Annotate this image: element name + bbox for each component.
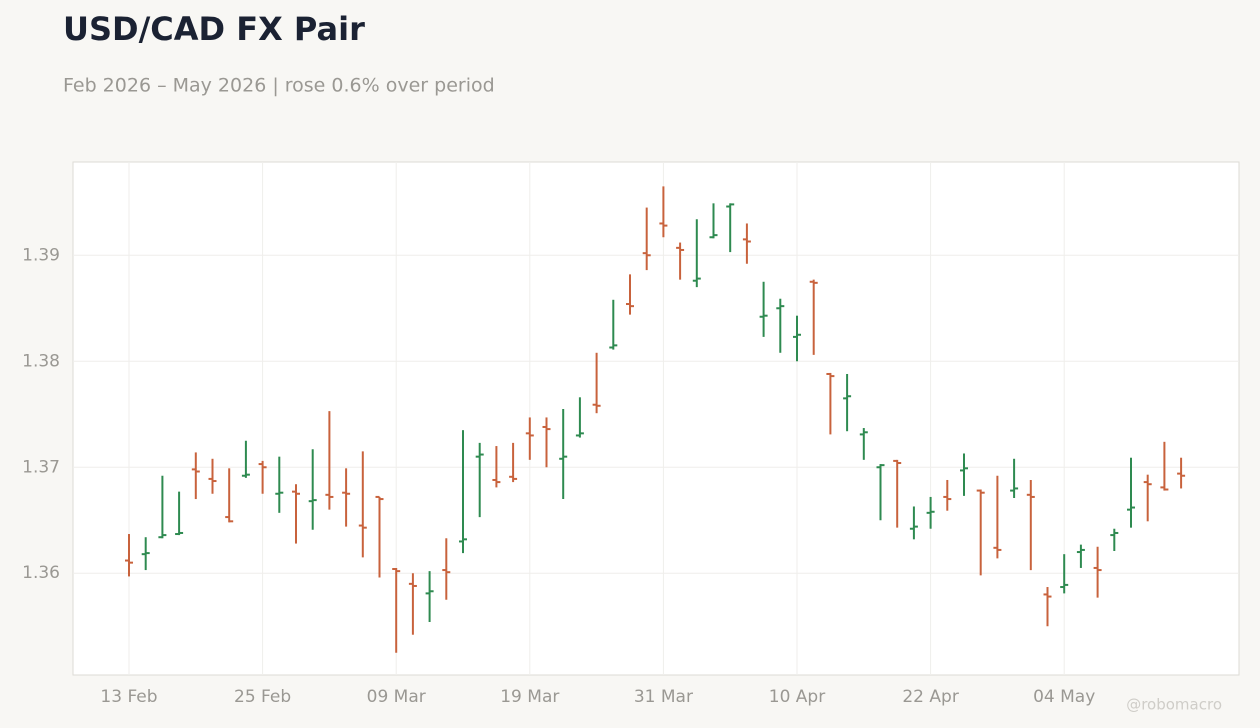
- x-tick-label: 19 Mar: [500, 687, 559, 707]
- x-tick-label: 31 Mar: [634, 687, 693, 707]
- y-tick-label: 1.37: [22, 457, 60, 477]
- x-tick-label: 04 May: [1033, 687, 1095, 707]
- x-tick-label: 13 Feb: [100, 687, 157, 707]
- y-tick-label: 1.39: [22, 245, 60, 265]
- y-tick-label: 1.36: [22, 563, 60, 583]
- plot-area: [72, 161, 1240, 676]
- x-tick-label: 09 Mar: [367, 687, 426, 707]
- chart-subtitle: Feb 2026 – May 2026 | rose 0.6% over per…: [63, 75, 495, 97]
- chart-title: USD/CAD FX Pair: [63, 10, 365, 48]
- x-tick-label: 22 Apr: [902, 687, 958, 707]
- x-tick-label: 10 Apr: [769, 687, 825, 707]
- x-tick-label: 25 Feb: [234, 687, 291, 707]
- credit: @robomacro: [1126, 696, 1222, 714]
- y-tick-label: 1.38: [22, 351, 60, 371]
